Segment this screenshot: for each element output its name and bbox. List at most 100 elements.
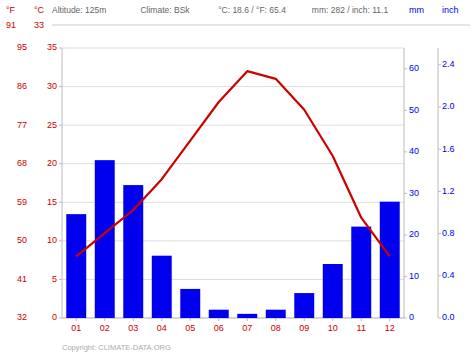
x-tick-label: 09 — [299, 323, 309, 333]
annotation: 33 — [34, 20, 44, 30]
x-tick-label: 06 — [214, 323, 224, 333]
y2ticks-tick — [404, 276, 407, 277]
y2ticks-tick-label: 20 — [409, 229, 419, 239]
annotation: Copyright: CLIMATE-DATA.ORG — [62, 343, 171, 352]
x-tick-label: 11 — [357, 323, 366, 333]
y2-axis-line — [404, 48, 405, 318]
x-tick — [161, 318, 162, 321]
y2ticks-tick-label: 30 — [409, 188, 419, 198]
precipitation-bar — [380, 202, 400, 318]
yticks-tick — [59, 279, 62, 280]
x-tick — [76, 318, 77, 321]
x-tick — [304, 318, 305, 321]
x-tick — [218, 318, 219, 321]
y3ticks-tick-label: 41 — [17, 274, 27, 284]
y-axis-line — [62, 48, 63, 318]
y3ticks-tick-label: 95 — [17, 42, 27, 52]
chart: 0102030405060708091011120510152025303532… — [0, 0, 474, 355]
y3-label: °F — [6, 5, 16, 15]
yticks-tick — [59, 48, 62, 49]
temperature-line — [76, 71, 390, 256]
y2ticks-tick — [404, 110, 407, 111]
precipitation-bar — [351, 227, 371, 318]
y2ticks-tick-label: 50 — [409, 105, 419, 115]
precipitation-bar — [209, 310, 229, 318]
y4ticks-tick-label: 1.6 — [442, 144, 455, 154]
y4ticks-tick-label: 2.0 — [442, 101, 455, 111]
x-tick-label: 03 — [128, 323, 138, 333]
y3ticks-tick-label: 86 — [17, 81, 27, 91]
yticks-tick-label: 25 — [47, 120, 57, 130]
y4-axis-line — [438, 48, 439, 318]
y4ticks-tick-label: 2.4 — [442, 59, 455, 69]
y2ticks-tick-label: 0 — [409, 312, 414, 322]
yticks-tick-label: 15 — [47, 197, 57, 207]
x-tick-label: 08 — [271, 323, 281, 333]
y4ticks-tick-label: 1.2 — [442, 186, 455, 196]
x-tick — [361, 318, 362, 321]
y2ticks-tick-label: 60 — [409, 63, 419, 73]
x-tick — [247, 318, 248, 321]
x-tick — [275, 318, 276, 321]
precipitation-bar — [266, 310, 286, 318]
precipitation-bar — [152, 256, 172, 318]
precipitation-bar — [66, 214, 86, 318]
y2ticks-tick — [404, 193, 407, 194]
y2ticks-tick — [404, 318, 407, 319]
x-tick-label: 04 — [157, 323, 167, 333]
x-tick-label: 02 — [100, 323, 110, 333]
x-tick — [332, 318, 333, 321]
x-tick-label: 05 — [185, 323, 195, 333]
header-rule — [52, 25, 470, 26]
y4ticks-tick-label: 0.4 — [442, 270, 455, 280]
annotation: Altitude: 125m — [52, 5, 106, 15]
annotation: °C: 18.6 / °F: 65.4 — [218, 5, 286, 15]
grid-line — [62, 125, 404, 126]
precipitation-bar — [294, 293, 314, 318]
x-tick — [389, 318, 390, 321]
x-tick — [133, 318, 134, 321]
y2ticks-tick — [404, 234, 407, 235]
precipitation-bar — [237, 314, 257, 318]
y3ticks-tick-label: 50 — [17, 235, 27, 245]
yticks-tick-label: 10 — [47, 235, 57, 245]
x-tick-label: 10 — [328, 323, 338, 333]
y2ticks-tick-label: 10 — [409, 271, 419, 281]
annotation: 91 — [6, 20, 16, 30]
yticks-tick — [59, 163, 62, 164]
y2ticks-tick — [404, 68, 407, 69]
yticks-tick-label: 35 — [47, 42, 57, 52]
y4-label: inch — [442, 5, 459, 15]
y4ticks-tick-label: 0.0 — [442, 312, 455, 322]
y3ticks-tick-label: 77 — [17, 120, 27, 130]
yticks-tick-label: 30 — [47, 81, 57, 91]
plot-area — [66, 71, 399, 318]
x-tick — [190, 318, 191, 321]
yticks-tick-label: 0 — [52, 312, 57, 322]
y4ticks-tick-label: 0.8 — [442, 228, 455, 238]
precipitation-bar — [323, 264, 343, 318]
y2ticks-tick-label: 40 — [409, 146, 419, 156]
y2ticks-tick — [404, 151, 407, 152]
annotation: Climate: BSk — [140, 5, 190, 15]
yticks-tick-label: 20 — [47, 158, 57, 168]
annotation: mm: 282 / inch: 11.1 — [312, 5, 389, 15]
precipitation-bar — [123, 185, 143, 318]
y-label: °C — [34, 5, 45, 15]
y3ticks-tick-label: 68 — [17, 158, 27, 168]
y2-label: mm — [409, 5, 424, 15]
x-tick-label: 07 — [242, 323, 252, 333]
yticks-tick — [59, 318, 62, 319]
yticks-tick — [59, 240, 62, 241]
x-tick-label: 01 — [71, 323, 81, 333]
grid-line — [62, 48, 404, 49]
y3ticks-tick-label: 59 — [17, 197, 27, 207]
yticks-tick — [59, 86, 62, 87]
yticks-tick-label: 5 — [52, 274, 57, 284]
yticks-tick — [59, 125, 62, 126]
x-tick — [104, 318, 105, 321]
precipitation-bar — [180, 289, 200, 318]
y3ticks-tick-label: 32 — [17, 312, 27, 322]
yticks-tick — [59, 202, 62, 203]
x-tick-label: 12 — [385, 323, 395, 333]
